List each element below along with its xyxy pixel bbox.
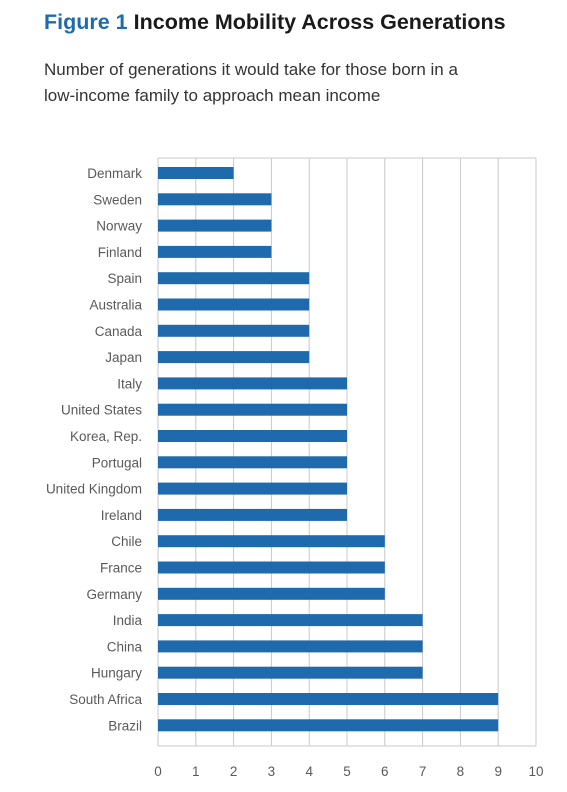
category-label: France <box>100 561 142 576</box>
bars <box>158 167 499 732</box>
category-label: Denmark <box>87 166 142 181</box>
x-tick-label: 3 <box>268 764 276 779</box>
x-tick-label: 6 <box>381 764 389 779</box>
bar-hungary <box>158 666 423 679</box>
bar-united-states <box>158 403 347 416</box>
x-tick-label: 8 <box>457 764 465 779</box>
category-label: Hungary <box>91 666 142 681</box>
category-label: Canada <box>95 324 143 339</box>
category-labels: Denmark Sweden Norway Finland Spain Australia… <box>46 166 143 733</box>
category-label: Chile <box>111 534 142 549</box>
bar-finland <box>158 245 272 258</box>
bar-france <box>158 561 385 574</box>
category-label: Spain <box>107 271 142 286</box>
category-label: South Africa <box>69 692 142 707</box>
x-tick-label: 7 <box>419 764 427 779</box>
bar-portugal <box>158 456 347 469</box>
bar-japan <box>158 351 310 364</box>
bar-india <box>158 614 423 627</box>
bar-canada <box>158 324 310 337</box>
category-label: Finland <box>98 245 142 260</box>
subtitle-line-2: low-income family to approach mean incom… <box>44 86 381 105</box>
figure-subtitle: Number of generations it would take for … <box>44 57 544 109</box>
bar-sweden <box>158 193 272 206</box>
category-label: Australia <box>89 298 142 313</box>
subtitle-line-1: Number of generations it would take for … <box>44 60 458 79</box>
category-label: Portugal <box>92 455 142 470</box>
bar-denmark <box>158 167 234 179</box>
x-tick-label: 9 <box>494 764 502 779</box>
bar-brazil <box>158 719 499 732</box>
figure-number: Figure 1 <box>44 10 128 34</box>
category-label: Italy <box>117 376 142 391</box>
x-tick-label: 5 <box>343 764 351 779</box>
category-label: Sweden <box>93 192 142 207</box>
x-tick-label: 0 <box>154 764 162 779</box>
figure-title: Figure 1 Income Mobility Across Generati… <box>44 10 506 35</box>
bar-australia <box>158 298 310 311</box>
category-label: Brazil <box>108 718 142 733</box>
figure-title-text: Income Mobility Across Generations <box>133 10 506 34</box>
bar-south-africa <box>158 693 499 705</box>
bar-chile <box>158 535 385 548</box>
category-label: Ireland <box>101 508 142 523</box>
bar-spain <box>158 272 310 285</box>
category-label: Germany <box>86 587 142 602</box>
x-tick-label: 2 <box>230 764 238 779</box>
bar-ireland <box>158 508 347 521</box>
bar-korea-rep <box>158 430 347 442</box>
category-label: United States <box>61 403 142 418</box>
category-label: India <box>113 613 143 628</box>
x-tick-labels: 0 1 2 3 4 5 6 7 8 9 10 <box>154 764 543 779</box>
bar-norway <box>158 219 272 232</box>
x-tick-label: 4 <box>305 764 313 779</box>
category-label: China <box>107 639 143 654</box>
bar-italy <box>158 377 347 390</box>
category-label: United Kingdom <box>46 482 142 497</box>
bar-germany <box>158 587 385 600</box>
bar-china <box>158 640 423 653</box>
x-tick-label: 1 <box>192 764 200 779</box>
category-label: Norway <box>96 219 142 234</box>
x-tick-label: 10 <box>528 764 543 779</box>
category-label: Korea, Rep. <box>70 429 142 444</box>
bar-united-kingdom <box>158 482 347 495</box>
category-label: Japan <box>105 350 142 365</box>
